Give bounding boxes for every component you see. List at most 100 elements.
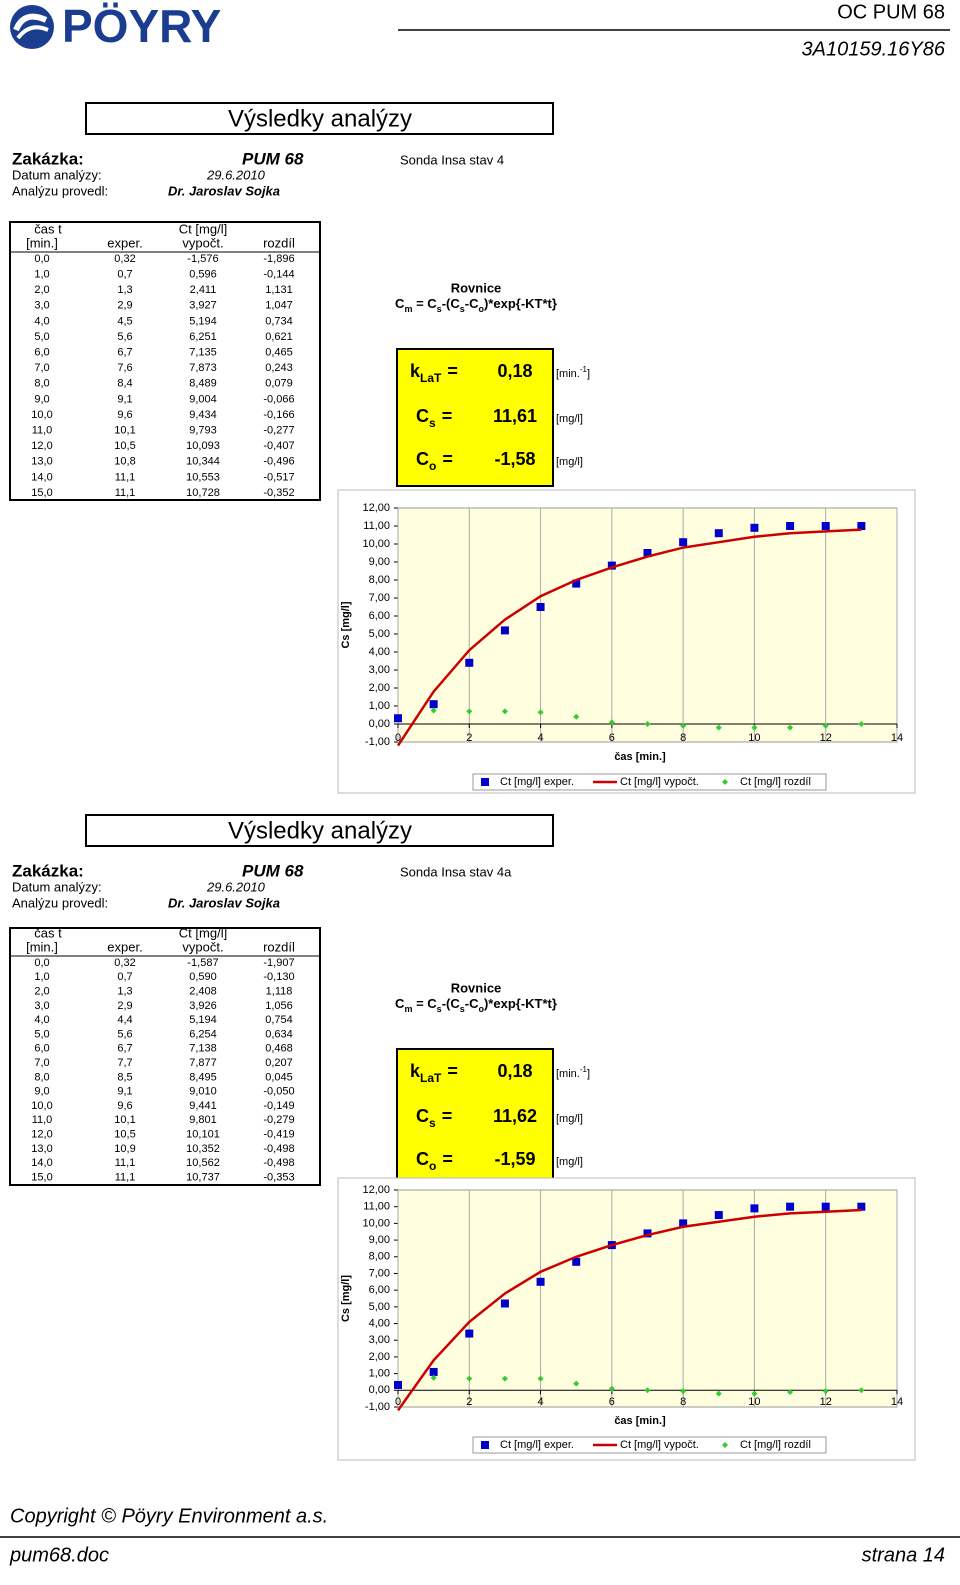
x-tick-label: 6: [609, 1396, 615, 1408]
param-eq: =: [442, 449, 453, 469]
table-cell: -0,066: [263, 393, 294, 405]
diff-point: [822, 1388, 829, 1395]
order: PUM 68: [242, 149, 304, 168]
table-cell: 10,1: [114, 1114, 135, 1126]
param-subscript: o: [429, 1159, 436, 1173]
equation-part: -C: [465, 296, 479, 311]
table-border: [9, 221, 321, 501]
exper-point: [394, 1380, 402, 1389]
copyright: Copyright © Pöyry Environment a.s.: [10, 1505, 328, 1527]
param-symbol: Cs =: [416, 406, 452, 430]
table-cell: 11,0: [32, 425, 53, 437]
table-cell: 12,0: [31, 440, 52, 452]
equation-part: -C: [465, 996, 479, 1011]
table-cell: 3,0: [34, 1000, 49, 1012]
exper-point: [465, 1329, 474, 1338]
y-tick-label: 4,00: [369, 646, 390, 658]
equation: Cm = Cs-(Cs-Co)*exp{-KT*t}: [395, 296, 557, 314]
table-cell: 11,1: [115, 487, 136, 499]
table-cell: 7,138: [189, 1043, 217, 1055]
table-cell: 8,495: [189, 1071, 217, 1083]
y-tick-label: 8,00: [369, 574, 390, 586]
y-tick-label: 7,00: [369, 1267, 390, 1279]
y-tick-label: 8,00: [369, 1251, 390, 1263]
table-header: exper.: [107, 939, 142, 954]
table-cell: -0,279: [263, 1114, 294, 1126]
y-tick-label: 1,00: [369, 700, 390, 712]
diff-point: [858, 721, 865, 727]
params-box: [396, 348, 554, 487]
analyst: Dr. Jaroslav Sojka: [168, 895, 280, 910]
table-cell: -0,166: [263, 409, 294, 421]
param-value: -1,59: [494, 1149, 535, 1169]
legend-box: [472, 1436, 827, 1454]
table-cell: 10,9: [114, 1143, 135, 1155]
equation-part: C: [395, 996, 405, 1011]
table-cell: 0,7: [117, 971, 132, 983]
table-cell: 4,0: [34, 1014, 49, 1026]
equation-title: Rovnice: [451, 280, 502, 295]
exper-point: [607, 561, 616, 570]
table-cell: 9,1: [117, 393, 132, 405]
y-tick-label: 9,00: [369, 556, 390, 568]
exper-point: [643, 1229, 652, 1238]
order-label: Zakázka:: [12, 149, 84, 168]
param-subscript: LaT: [420, 1071, 442, 1085]
equation-part: s: [437, 1004, 442, 1014]
table-header: rozdíl: [263, 939, 295, 954]
table-cell: 9,004: [189, 393, 217, 405]
table-cell: 0,754: [265, 1014, 293, 1026]
y-tick-label: 4,00: [369, 1317, 390, 1329]
series-line: [396, 528, 862, 747]
exper-point: [429, 1367, 438, 1376]
equation-part: )*exp{-KT*t}: [484, 296, 557, 311]
equation-part: o: [478, 1004, 484, 1014]
table-cell: 9,793: [189, 425, 217, 437]
table-cell: 7,877: [189, 1057, 217, 1069]
y-tick-label: 6,00: [369, 610, 390, 622]
table-cell: 8,0: [34, 1071, 49, 1083]
legend-swatch: [481, 778, 489, 786]
logo-icon: [10, 5, 54, 49]
table-cell: 9,010: [189, 1086, 217, 1098]
exper-point: [750, 523, 759, 532]
table-cell: 0,243: [265, 362, 293, 374]
param-value: 11,62: [493, 1106, 537, 1126]
table-cell: 0,465: [265, 347, 293, 359]
y-tick-label: -1,00: [365, 736, 390, 748]
table-header: vypočt.: [182, 939, 223, 954]
y-tick-label: 9,00: [369, 1234, 390, 1246]
order: PUM 68: [242, 861, 304, 880]
table-cell: 0,0: [34, 957, 49, 969]
table-header: [min.]: [26, 235, 58, 250]
table-cell: 2,9: [117, 300, 132, 312]
exper-point: [679, 1219, 688, 1228]
equation-part: -(C: [442, 996, 461, 1011]
title-box: [85, 814, 554, 847]
diff-point: [537, 709, 544, 716]
plot-area: [397, 1189, 898, 1408]
x-tick-label: 14: [891, 732, 903, 744]
date: 29.6.2010: [206, 879, 266, 894]
legend-swatch: [722, 779, 728, 785]
exper-point: [714, 1211, 723, 1220]
x-tick-label: 14: [891, 1396, 903, 1408]
param-unit: [mg/l]: [556, 456, 583, 468]
param-symbol-main: k: [410, 1061, 421, 1081]
page-number: strana 14: [862, 1544, 945, 1566]
y-axis-label: Cs [mg/l]: [340, 1275, 352, 1322]
table-cell: 10,728: [186, 487, 220, 499]
param-unit: [mg/l]: [556, 413, 583, 425]
y-tick-label: 12,00: [362, 1184, 390, 1196]
param-value: 0,18: [497, 361, 532, 381]
param-symbol-main: k: [410, 361, 421, 381]
param-value: 0,18: [497, 1061, 532, 1081]
table-header: exper.: [107, 235, 142, 250]
probe: Sonda Insa stav 4a: [400, 864, 512, 879]
diff-point: [858, 1387, 865, 1394]
table-cell: 5,194: [189, 315, 217, 327]
table-cell: -1,576: [187, 253, 218, 265]
table-cell: 1,047: [265, 300, 293, 312]
table-cell: 10,737: [186, 1171, 220, 1183]
